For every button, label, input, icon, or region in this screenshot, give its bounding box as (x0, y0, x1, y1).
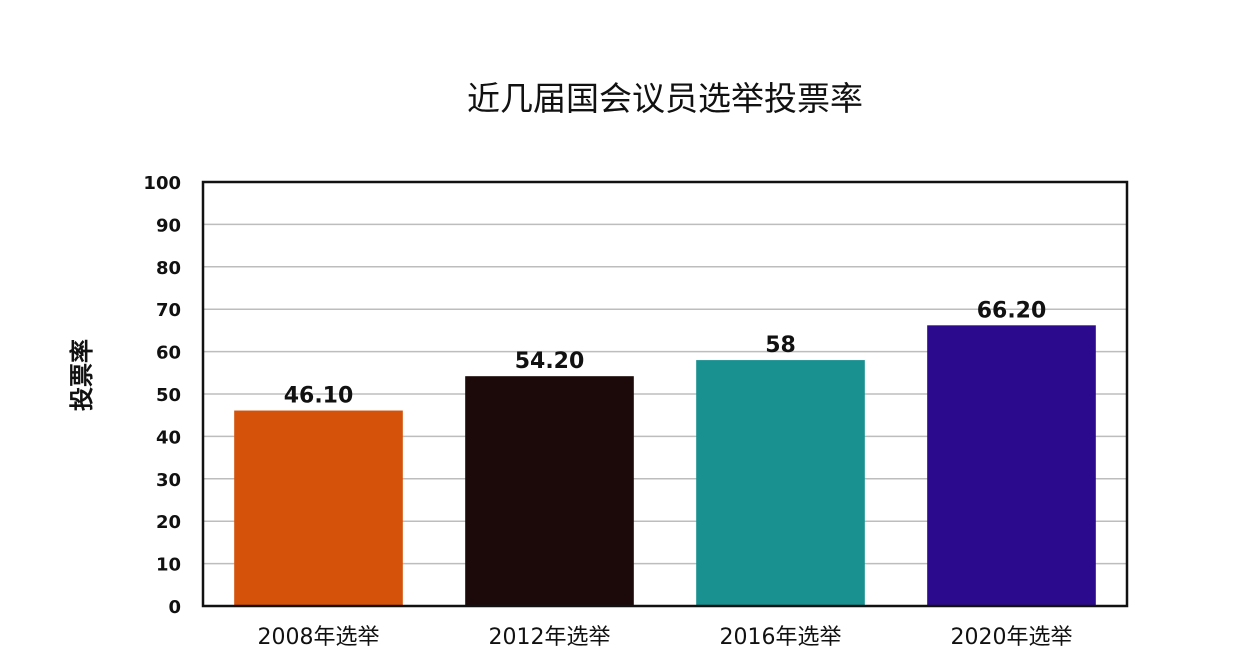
bar (696, 360, 865, 606)
y-axis-ticks: 0 10 20 30 40 50 60 70 80 90 100 (143, 173, 181, 618)
bars (234, 325, 1096, 606)
y-tick-label: 30 (156, 470, 181, 491)
x-axis-ticks: 2008年选举 2012年选举 2016年选举 2020年选举 (258, 625, 1073, 650)
data-labels: 46.10 54.20 58 66.20 (284, 298, 1047, 408)
y-tick-label: 10 (156, 555, 181, 576)
y-tick-label: 100 (143, 173, 181, 194)
y-tick-label: 70 (156, 300, 181, 321)
y-tick-label: 40 (156, 427, 181, 448)
data-label: 58 (765, 333, 796, 358)
y-tick-label: 60 (156, 343, 181, 364)
data-label: 46.10 (284, 384, 354, 409)
x-tick-label: 2012年选举 (489, 625, 611, 650)
y-tick-label: 0 (168, 597, 181, 618)
bar (927, 325, 1096, 606)
plot-frame (201, 180, 1129, 608)
data-label: 54.20 (515, 349, 585, 374)
y-tick-label: 20 (156, 512, 181, 533)
bar (234, 410, 403, 606)
y-tick-label: 50 (156, 385, 181, 406)
y-tick-label: 90 (156, 215, 181, 236)
chart-title: 近几届国会议员选举投票率 (467, 79, 863, 118)
x-tick-label: 2020年选举 (951, 625, 1073, 650)
x-tick-label: 2008年选举 (258, 625, 380, 650)
y-tick-label: 80 (156, 258, 181, 279)
data-label: 66.20 (977, 298, 1047, 323)
y-axis-label: 投票率 (68, 339, 96, 411)
bar (465, 376, 634, 606)
x-tick-label: 2016年选举 (720, 625, 842, 650)
